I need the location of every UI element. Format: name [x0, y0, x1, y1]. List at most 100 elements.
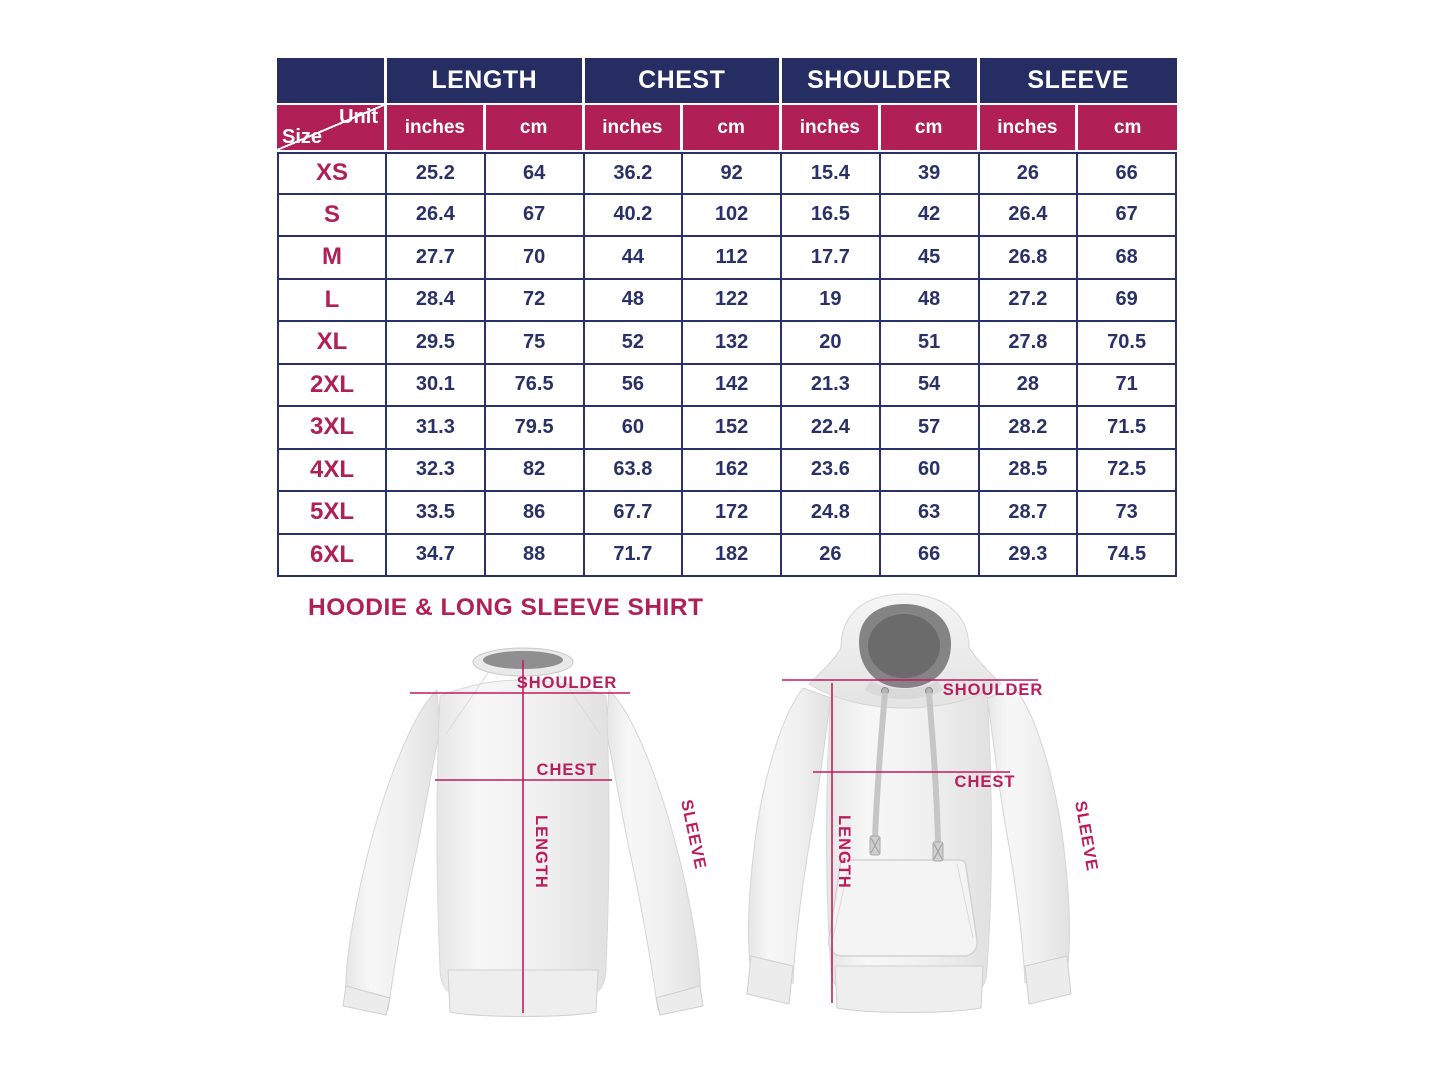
measurement-value: 92 — [683, 152, 782, 195]
measurement-value: 16.5 — [782, 194, 881, 237]
measurement-value: 60 — [880, 449, 980, 492]
measurement-value: 36.2 — [584, 152, 684, 195]
measurement-value: 26.4 — [979, 194, 1079, 237]
hoodie-chest-label: CHEST — [955, 773, 1016, 791]
hoodie-left-aglet-stitch — [870, 837, 880, 854]
measurement-value: 27.8 — [979, 322, 1079, 365]
measurement-value: 40.2 — [584, 194, 684, 237]
measurement-value: 76.5 — [485, 364, 585, 407]
measurement-value: 64 — [485, 152, 585, 195]
unit-header: cm — [683, 105, 782, 152]
size-label-3XL: 3XL — [277, 407, 387, 450]
measurement-value: 57 — [880, 407, 980, 450]
size-label-M: M — [277, 237, 387, 280]
hoodie-left-sleeve — [748, 687, 832, 984]
measurement-value: 70.5 — [1078, 322, 1177, 365]
measurement-value: 56 — [584, 364, 684, 407]
measurement-value: 25.2 — [387, 152, 486, 195]
measurement-value: 82 — [485, 449, 585, 492]
table-corner-navy-cell — [277, 58, 387, 105]
unit-header: inches — [782, 105, 881, 152]
measurement-value: 63 — [880, 492, 980, 535]
column-group-chest: CHEST — [584, 58, 782, 105]
column-group-sleeve: SLEEVE — [979, 58, 1177, 105]
shirt-raglan-seam-right — [555, 669, 601, 735]
column-group-length: LENGTH — [387, 58, 585, 105]
hoodie-length-label: LENGTH — [835, 815, 853, 889]
hoodie-figure: SHOULDER CHEST LENGTH SLEEVE — [746, 593, 1101, 1013]
measurement-value: 32.3 — [387, 449, 486, 492]
size-table: LENGTH CHEST SHOULDER SLEEVE Unit Size i… — [277, 58, 1177, 577]
measurement-value: 60 — [584, 407, 684, 450]
measurement-value: 45 — [880, 237, 980, 280]
hoodie-left-drawstring — [872, 692, 888, 839]
measurement-value: 63.8 — [584, 449, 684, 492]
measurement-value: 71.5 — [1078, 407, 1177, 450]
measurement-value: 26.8 — [979, 237, 1079, 280]
measurement-value: 54 — [880, 364, 980, 407]
size-label-XL: XL — [277, 322, 387, 365]
measurement-value: 67.7 — [584, 492, 684, 535]
column-group-shoulder: SHOULDER — [782, 58, 980, 105]
measurement-value: 86 — [485, 492, 585, 535]
measurement-value: 52 — [584, 322, 684, 365]
hoodie-hem-band — [834, 965, 984, 1013]
measurement-value: 73 — [1078, 492, 1177, 535]
measurement-value: 39 — [880, 152, 980, 195]
measurement-value: 21.3 — [782, 364, 881, 407]
measurement-value: 70 — [485, 237, 585, 280]
measurement-value: 28.4 — [387, 279, 486, 322]
measurement-value: 142 — [683, 364, 782, 407]
measurement-value: 71 — [1078, 364, 1177, 407]
long-sleeve-shirt-figure: SHOULDER CHEST LENGTH SLEEVE — [342, 647, 709, 1017]
measurement-value: 22.4 — [782, 407, 881, 450]
hoodie-right-aglet-stitch — [933, 843, 943, 860]
unit-header: inches — [979, 105, 1079, 152]
hoodie-sleeve-label: SLEEVE — [1071, 800, 1101, 873]
measurement-value: 17.7 — [782, 237, 881, 280]
measurement-value: 28.5 — [979, 449, 1079, 492]
size-label-L: L — [277, 279, 387, 322]
unit-size-corner-cell: Unit Size — [277, 105, 387, 152]
size-label-6XL: 6XL — [277, 534, 387, 577]
shirt-left-cuff — [342, 985, 391, 1016]
size-label-4XL: 4XL — [277, 449, 387, 492]
unit-header: cm — [1078, 105, 1177, 152]
measurement-value: 67 — [1078, 194, 1177, 237]
measurement-value: 102 — [683, 194, 782, 237]
measurement-value: 26 — [979, 152, 1079, 195]
shirt-length-label: LENGTH — [532, 815, 550, 889]
measurement-value: 23.6 — [782, 449, 881, 492]
measurement-value: 44 — [584, 237, 684, 280]
measurement-value: 74.5 — [1078, 534, 1177, 577]
measurement-value: 30.1 — [387, 364, 486, 407]
measurement-value: 132 — [683, 322, 782, 365]
measurement-value: 48 — [880, 279, 980, 322]
measurement-value: 48 — [584, 279, 684, 322]
measurement-value: 79.5 — [485, 407, 585, 450]
hoodie-left-cuff — [746, 955, 794, 1005]
shirt-sleeve-label: SLEEVE — [677, 798, 709, 871]
shirt-right-cuff — [655, 985, 704, 1016]
measurement-value: 24.8 — [782, 492, 881, 535]
hoodie-right-cuff — [1024, 955, 1072, 1005]
measurement-value: 31.3 — [387, 407, 486, 450]
shirt-right-sleeve — [605, 688, 701, 1011]
measurement-value: 27.2 — [979, 279, 1079, 322]
measurement-value: 152 — [683, 407, 782, 450]
corner-size-label: Size — [282, 126, 323, 148]
unit-header: cm — [880, 105, 980, 152]
measurement-value: 28.2 — [979, 407, 1079, 450]
unit-header: inches — [584, 105, 684, 152]
measurement-value: 75 — [485, 322, 585, 365]
measurement-value: 172 — [683, 492, 782, 535]
hoodie-right-sleeve — [986, 687, 1070, 984]
hoodie-pocket-seam-right — [956, 863, 974, 939]
measurement-value: 34.7 — [387, 534, 486, 577]
measurement-value: 112 — [683, 237, 782, 280]
measurement-value: 69 — [1078, 279, 1177, 322]
measurement-value: 72.5 — [1078, 449, 1177, 492]
unit-header: cm — [485, 105, 585, 152]
measurement-value: 29.5 — [387, 322, 486, 365]
